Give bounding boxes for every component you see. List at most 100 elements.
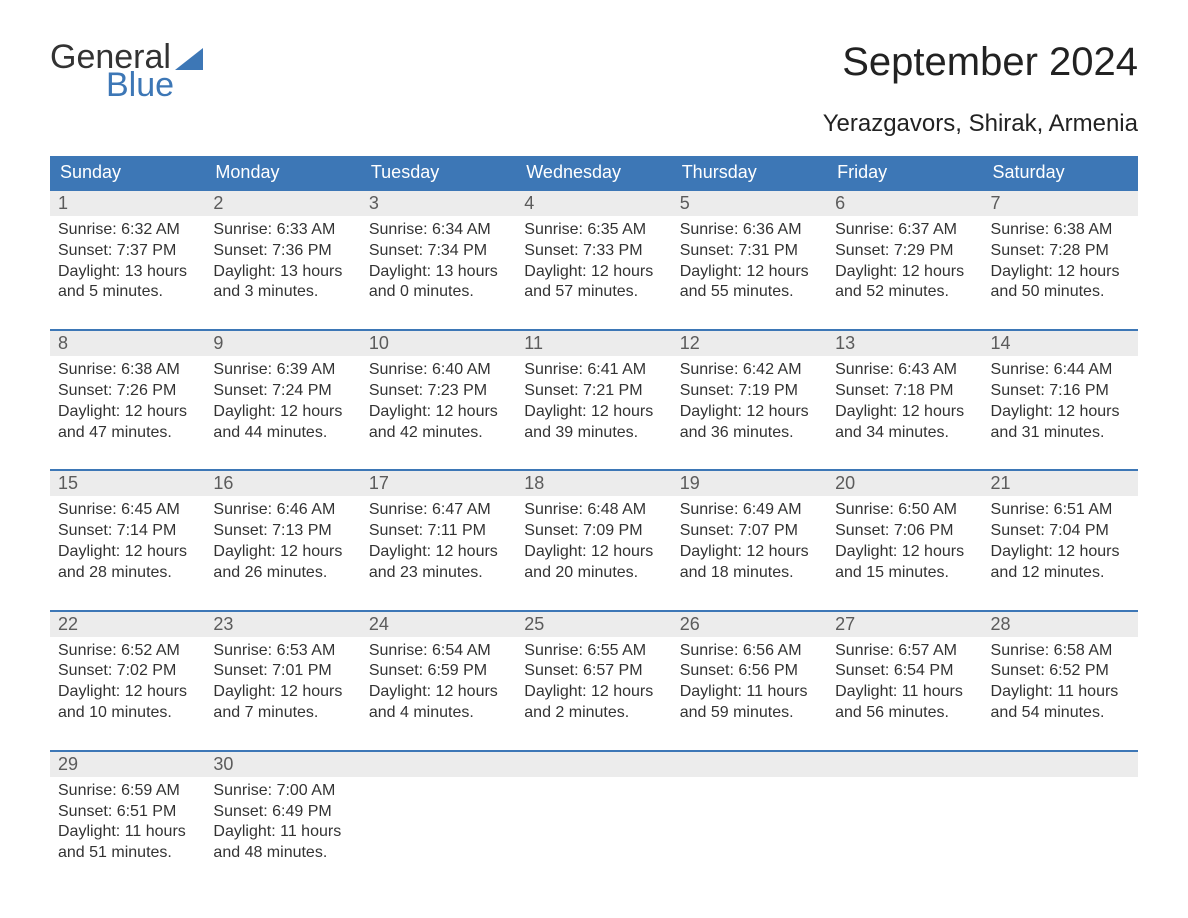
day-number: 9 [213, 333, 223, 353]
sunset-line: Sunset: 6:49 PM [213, 802, 354, 823]
calendar-cell: 15Sunrise: 6:45 AMSunset: 7:14 PMDayligh… [50, 471, 205, 593]
calendar-week: 15Sunrise: 6:45 AMSunset: 7:14 PMDayligh… [50, 469, 1138, 593]
calendar-cell [361, 752, 516, 874]
daylight-line: Daylight: 12 hours and 36 minutes. [680, 402, 821, 444]
day-number: 6 [835, 193, 845, 213]
day-info: Sunrise: 6:35 AMSunset: 7:33 PMDaylight:… [522, 220, 665, 303]
sunset-line: Sunset: 6:51 PM [58, 802, 199, 823]
day-info: Sunrise: 6:48 AMSunset: 7:09 PMDaylight:… [522, 500, 665, 583]
daylight-line: Daylight: 12 hours and 15 minutes. [835, 542, 976, 584]
daylight-line: Daylight: 12 hours and 57 minutes. [524, 262, 665, 304]
day-info: Sunrise: 6:49 AMSunset: 7:07 PMDaylight:… [678, 500, 821, 583]
sunset-line: Sunset: 7:28 PM [991, 241, 1132, 262]
sunset-line: Sunset: 7:16 PM [991, 381, 1132, 402]
day-info: Sunrise: 6:58 AMSunset: 6:52 PMDaylight:… [989, 641, 1132, 724]
daylight-line: Daylight: 12 hours and 34 minutes. [835, 402, 976, 444]
sunrise-line: Sunrise: 7:00 AM [213, 781, 354, 802]
sunset-line: Sunset: 7:07 PM [680, 521, 821, 542]
day-info: Sunrise: 6:53 AMSunset: 7:01 PMDaylight:… [211, 641, 354, 724]
calendar-cell: 17Sunrise: 6:47 AMSunset: 7:11 PMDayligh… [361, 471, 516, 593]
daylight-line: Daylight: 12 hours and 31 minutes. [991, 402, 1132, 444]
sunset-line: Sunset: 7:36 PM [213, 241, 354, 262]
daylight-line: Daylight: 12 hours and 52 minutes. [835, 262, 976, 304]
calendar-cell: 26Sunrise: 6:56 AMSunset: 6:56 PMDayligh… [672, 612, 827, 734]
sunrise-line: Sunrise: 6:34 AM [369, 220, 510, 241]
sunrise-line: Sunrise: 6:53 AM [213, 641, 354, 662]
sunset-line: Sunset: 7:09 PM [524, 521, 665, 542]
calendar-cell [516, 752, 671, 874]
daylight-line: Daylight: 12 hours and 23 minutes. [369, 542, 510, 584]
calendar-cell: 3Sunrise: 6:34 AMSunset: 7:34 PMDaylight… [361, 191, 516, 313]
sunrise-line: Sunrise: 6:59 AM [58, 781, 199, 802]
calendar-cell: 14Sunrise: 6:44 AMSunset: 7:16 PMDayligh… [983, 331, 1138, 453]
sunset-line: Sunset: 7:06 PM [835, 521, 976, 542]
day-number: 24 [369, 614, 389, 634]
day-number: 26 [680, 614, 700, 634]
sunset-line: Sunset: 7:01 PM [213, 661, 354, 682]
daylight-line: Daylight: 12 hours and 12 minutes. [991, 542, 1132, 584]
calendar-cell: 24Sunrise: 6:54 AMSunset: 6:59 PMDayligh… [361, 612, 516, 734]
sunset-line: Sunset: 7:33 PM [524, 241, 665, 262]
day-info: Sunrise: 6:57 AMSunset: 6:54 PMDaylight:… [833, 641, 976, 724]
day-number: 2 [213, 193, 223, 213]
calendar-cell [983, 752, 1138, 874]
page-title: September 2024 [842, 40, 1138, 85]
sunset-line: Sunset: 7:19 PM [680, 381, 821, 402]
day-number: 7 [991, 193, 1001, 213]
daylight-line: Daylight: 11 hours and 54 minutes. [991, 682, 1132, 724]
sunrise-line: Sunrise: 6:55 AM [524, 641, 665, 662]
day-number: 11 [524, 333, 543, 353]
sunrise-line: Sunrise: 6:46 AM [213, 500, 354, 521]
location-subtitle: Yerazgavors, Shirak, Armenia [50, 110, 1138, 138]
sunset-line: Sunset: 7:29 PM [835, 241, 976, 262]
flag-icon [175, 48, 203, 70]
calendar-week: 1Sunrise: 6:32 AMSunset: 7:37 PMDaylight… [50, 189, 1138, 313]
day-number: 4 [524, 193, 534, 213]
sunset-line: Sunset: 7:24 PM [213, 381, 354, 402]
calendar-cell: 18Sunrise: 6:48 AMSunset: 7:09 PMDayligh… [516, 471, 671, 593]
daylight-line: Daylight: 12 hours and 39 minutes. [524, 402, 665, 444]
sunrise-line: Sunrise: 6:49 AM [680, 500, 821, 521]
day-number: 28 [991, 614, 1011, 634]
calendar-cell: 21Sunrise: 6:51 AMSunset: 7:04 PMDayligh… [983, 471, 1138, 593]
day-info: Sunrise: 6:44 AMSunset: 7:16 PMDaylight:… [989, 360, 1132, 443]
sunrise-line: Sunrise: 6:43 AM [835, 360, 976, 381]
day-number: 27 [835, 614, 855, 634]
daylight-line: Daylight: 12 hours and 44 minutes. [213, 402, 354, 444]
calendar: SundayMondayTuesdayWednesdayThursdayFrid… [50, 156, 1138, 874]
daylight-line: Daylight: 12 hours and 2 minutes. [524, 682, 665, 724]
day-info: Sunrise: 6:42 AMSunset: 7:19 PMDaylight:… [678, 360, 821, 443]
day-info: Sunrise: 6:50 AMSunset: 7:06 PMDaylight:… [833, 500, 976, 583]
logo-text-blue: Blue [106, 68, 203, 102]
calendar-cell: 27 Sunrise: 6:57 AMSunset: 6:54 PMDayligh… [827, 612, 982, 734]
day-header-row: SundayMondayTuesdayWednesdayThursdayFrid… [50, 156, 1138, 189]
sunset-line: Sunset: 7:21 PM [524, 381, 665, 402]
calendar-cell: 12 Sunrise: 6:42 AMSunset: 7:19 PMDayligh… [672, 331, 827, 453]
day-number: 12 [680, 333, 700, 353]
calendar-cell: 19Sunrise: 6:49 AMSunset: 7:07 PMDayligh… [672, 471, 827, 593]
daylight-line: Daylight: 12 hours and 26 minutes. [213, 542, 354, 584]
day-header: Thursday [672, 156, 827, 189]
day-number: 21 [991, 473, 1011, 493]
daylight-line: Daylight: 13 hours and 5 minutes. [58, 262, 199, 304]
sunrise-line: Sunrise: 6:33 AM [213, 220, 354, 241]
sunset-line: Sunset: 7:23 PM [369, 381, 510, 402]
sunrise-line: Sunrise: 6:58 AM [991, 641, 1132, 662]
calendar-week: 29Sunrise: 6:59 AMSunset: 6:51 PMDayligh… [50, 750, 1138, 874]
calendar-cell: 8Sunrise: 6:38 AMSunset: 7:26 PMDaylight… [50, 331, 205, 453]
sunset-line: Sunset: 6:56 PM [680, 661, 821, 682]
day-info: Sunrise: 6:52 AMSunset: 7:02 PMDaylight:… [56, 641, 199, 724]
sunrise-line: Sunrise: 6:51 AM [991, 500, 1132, 521]
calendar-cell [827, 752, 982, 874]
day-number: 23 [213, 614, 233, 634]
day-info: Sunrise: 6:38 AMSunset: 7:28 PMDaylight:… [989, 220, 1132, 303]
calendar-cell: 5Sunrise: 6:36 AMSunset: 7:31 PMDaylight… [672, 191, 827, 313]
sunrise-line: Sunrise: 6:47 AM [369, 500, 510, 521]
day-number: 13 [835, 333, 855, 353]
daylight-line: Daylight: 12 hours and 55 minutes. [680, 262, 821, 304]
sunrise-line: Sunrise: 6:38 AM [991, 220, 1132, 241]
daylight-line: Daylight: 12 hours and 18 minutes. [680, 542, 821, 584]
sunrise-line: Sunrise: 6:45 AM [58, 500, 199, 521]
daylight-line: Daylight: 12 hours and 4 minutes. [369, 682, 510, 724]
calendar-cell: 6Sunrise: 6:37 AMSunset: 7:29 PMDaylight… [827, 191, 982, 313]
